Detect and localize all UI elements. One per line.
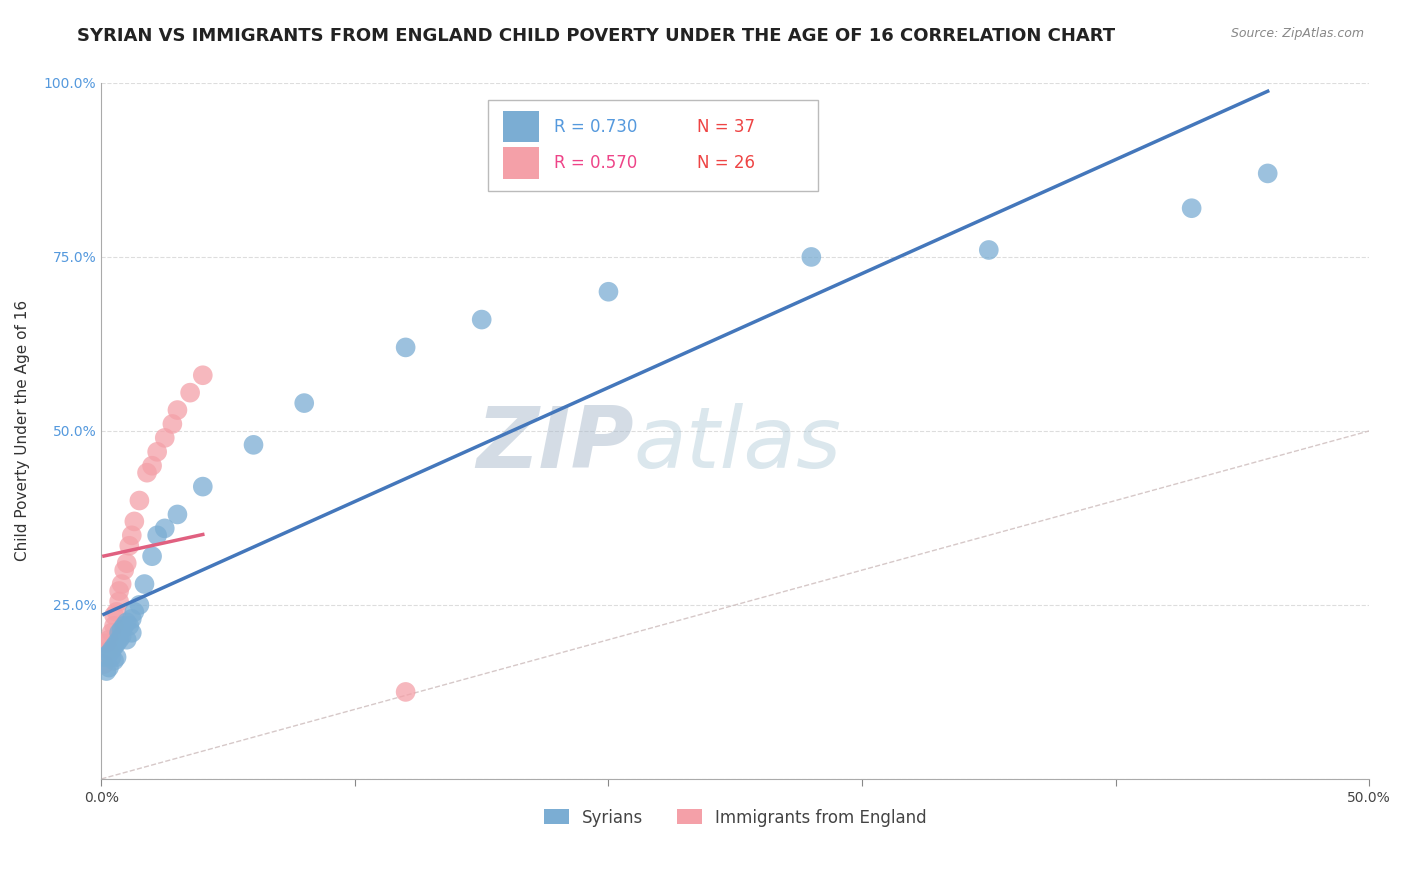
Point [128,493,150,508]
Point [124,605,146,619]
Text: atlas: atlas [634,403,842,486]
Point [1257,166,1279,180]
Point [166,508,188,522]
Point [179,385,201,400]
Point [153,431,176,445]
Point [103,608,125,623]
Point [121,612,143,626]
Point [118,539,141,553]
FancyBboxPatch shape [503,112,538,143]
Point [112,563,135,577]
Point [98,660,121,674]
Point [98,632,121,647]
Point [395,685,418,699]
Point [108,632,131,647]
Point [103,640,125,654]
Point [141,549,163,564]
Text: R = 0.570: R = 0.570 [554,154,637,172]
Point [121,528,143,542]
Point [292,396,315,410]
FancyBboxPatch shape [503,147,538,178]
Point [166,403,188,417]
Point [146,445,169,459]
Point [108,625,131,640]
Point [136,466,159,480]
Point [112,619,135,633]
Point [100,643,122,657]
Point [800,250,823,264]
FancyBboxPatch shape [488,100,818,191]
Point [191,480,214,494]
Point [121,625,143,640]
Point [98,647,121,661]
Point [115,556,138,570]
Point [103,619,125,633]
Point [111,629,134,643]
Point [124,515,146,529]
Point [105,605,128,619]
Point [96,664,118,678]
Y-axis label: Child Poverty Under the Age of 16: Child Poverty Under the Age of 16 [15,301,30,561]
Point [471,312,494,326]
Point [96,636,118,650]
Point [93,657,115,671]
Point [977,243,1000,257]
Point [100,625,122,640]
Point [598,285,620,299]
Point [141,458,163,473]
Point [111,577,134,591]
Point [1181,201,1204,215]
Point [118,619,141,633]
Text: Source: ZipAtlas.com: Source: ZipAtlas.com [1230,27,1364,40]
Point [100,650,122,665]
Point [105,636,128,650]
Legend: Syrians, Immigrants from England: Syrians, Immigrants from England [537,802,934,833]
Text: R = 0.730: R = 0.730 [554,118,637,136]
Text: ZIP: ZIP [477,403,634,486]
Point [108,594,131,608]
Point [153,521,176,535]
Point [105,650,128,665]
Point [111,622,134,636]
Point [191,368,214,383]
Point [108,584,131,599]
Point [162,417,184,431]
Point [115,632,138,647]
Point [103,654,125,668]
Point [146,528,169,542]
Text: SYRIAN VS IMMIGRANTS FROM ENGLAND CHILD POVERTY UNDER THE AGE OF 16 CORRELATION : SYRIAN VS IMMIGRANTS FROM ENGLAND CHILD … [77,27,1115,45]
Text: N = 37: N = 37 [697,118,755,136]
Point [115,615,138,630]
Point [128,598,150,612]
Point [134,577,156,591]
Text: N = 26: N = 26 [697,154,755,172]
Point [93,650,115,665]
Point [395,340,418,354]
Point [242,438,264,452]
Point [98,643,121,657]
